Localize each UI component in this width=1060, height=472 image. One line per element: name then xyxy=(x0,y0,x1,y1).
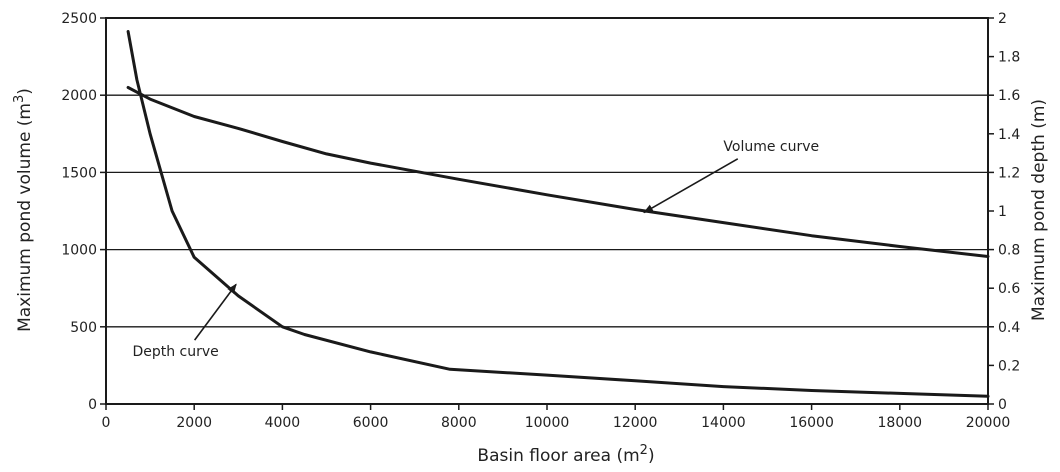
x-tick-label: 2000 xyxy=(176,415,212,431)
y2-tick-label: 1.6 xyxy=(998,88,1020,104)
y2-axis-title: Maximum pond depth (m) xyxy=(1029,99,1049,321)
x-tick-label: 14000 xyxy=(701,415,746,431)
x-tick-label: 12000 xyxy=(613,415,658,431)
y2-tick-label: 1.2 xyxy=(998,165,1020,181)
y-tick-label: 500 xyxy=(70,320,97,336)
y2-tick-label: 1.4 xyxy=(998,127,1020,143)
x-tick-label: 20000 xyxy=(966,415,1011,431)
plot-frame xyxy=(105,17,989,405)
y-tick-label: 2000 xyxy=(61,88,97,104)
depth-curve-line xyxy=(126,30,990,398)
y2-tick-label: 0.6 xyxy=(998,281,1020,297)
x-tick-label: 4000 xyxy=(265,415,301,431)
x-tick-label: 6000 xyxy=(353,415,389,431)
y-axis-title: Maximum pond volume (m3) xyxy=(12,88,35,332)
series-lines xyxy=(126,30,990,398)
volume-curve-arrow xyxy=(643,158,739,214)
y2-tick-label: 2 xyxy=(998,11,1007,27)
volume-curve-label: Volume curve xyxy=(723,139,819,155)
annotations: Volume curve Depth curve xyxy=(132,139,819,360)
y-tick-label: 1500 xyxy=(61,165,97,181)
y2-tick-label: 0.4 xyxy=(998,320,1020,336)
volume-curve-line xyxy=(126,86,990,258)
y-tick-label: 2500 xyxy=(61,11,97,27)
x-tick-label: 16000 xyxy=(789,415,834,431)
y2-tick-label: 0.8 xyxy=(998,243,1020,259)
x-tick-label: 0 xyxy=(102,415,111,431)
y2-tick-label: 1.8 xyxy=(998,50,1020,66)
depth-curve-arrow xyxy=(193,283,237,341)
gridlines xyxy=(106,94,988,328)
x-tick-label: 18000 xyxy=(878,415,923,431)
x-axis-title: Basin floor area (m2) xyxy=(477,443,654,466)
x-tick-label: 10000 xyxy=(525,415,570,431)
y-tick-label: 1000 xyxy=(61,243,97,259)
y2-tick-label: 0.2 xyxy=(998,358,1020,374)
y2-tick-label: 1 xyxy=(998,204,1007,220)
depth-curve-label: Depth curve xyxy=(132,344,218,360)
y-tick-label: 0 xyxy=(88,397,97,413)
axes: 0 2000 4000 6000 8000 10000 12000 14000 16000 180… xyxy=(61,11,1020,431)
y2-tick-label: 0 xyxy=(998,397,1007,413)
x-tick-label: 8000 xyxy=(441,415,477,431)
